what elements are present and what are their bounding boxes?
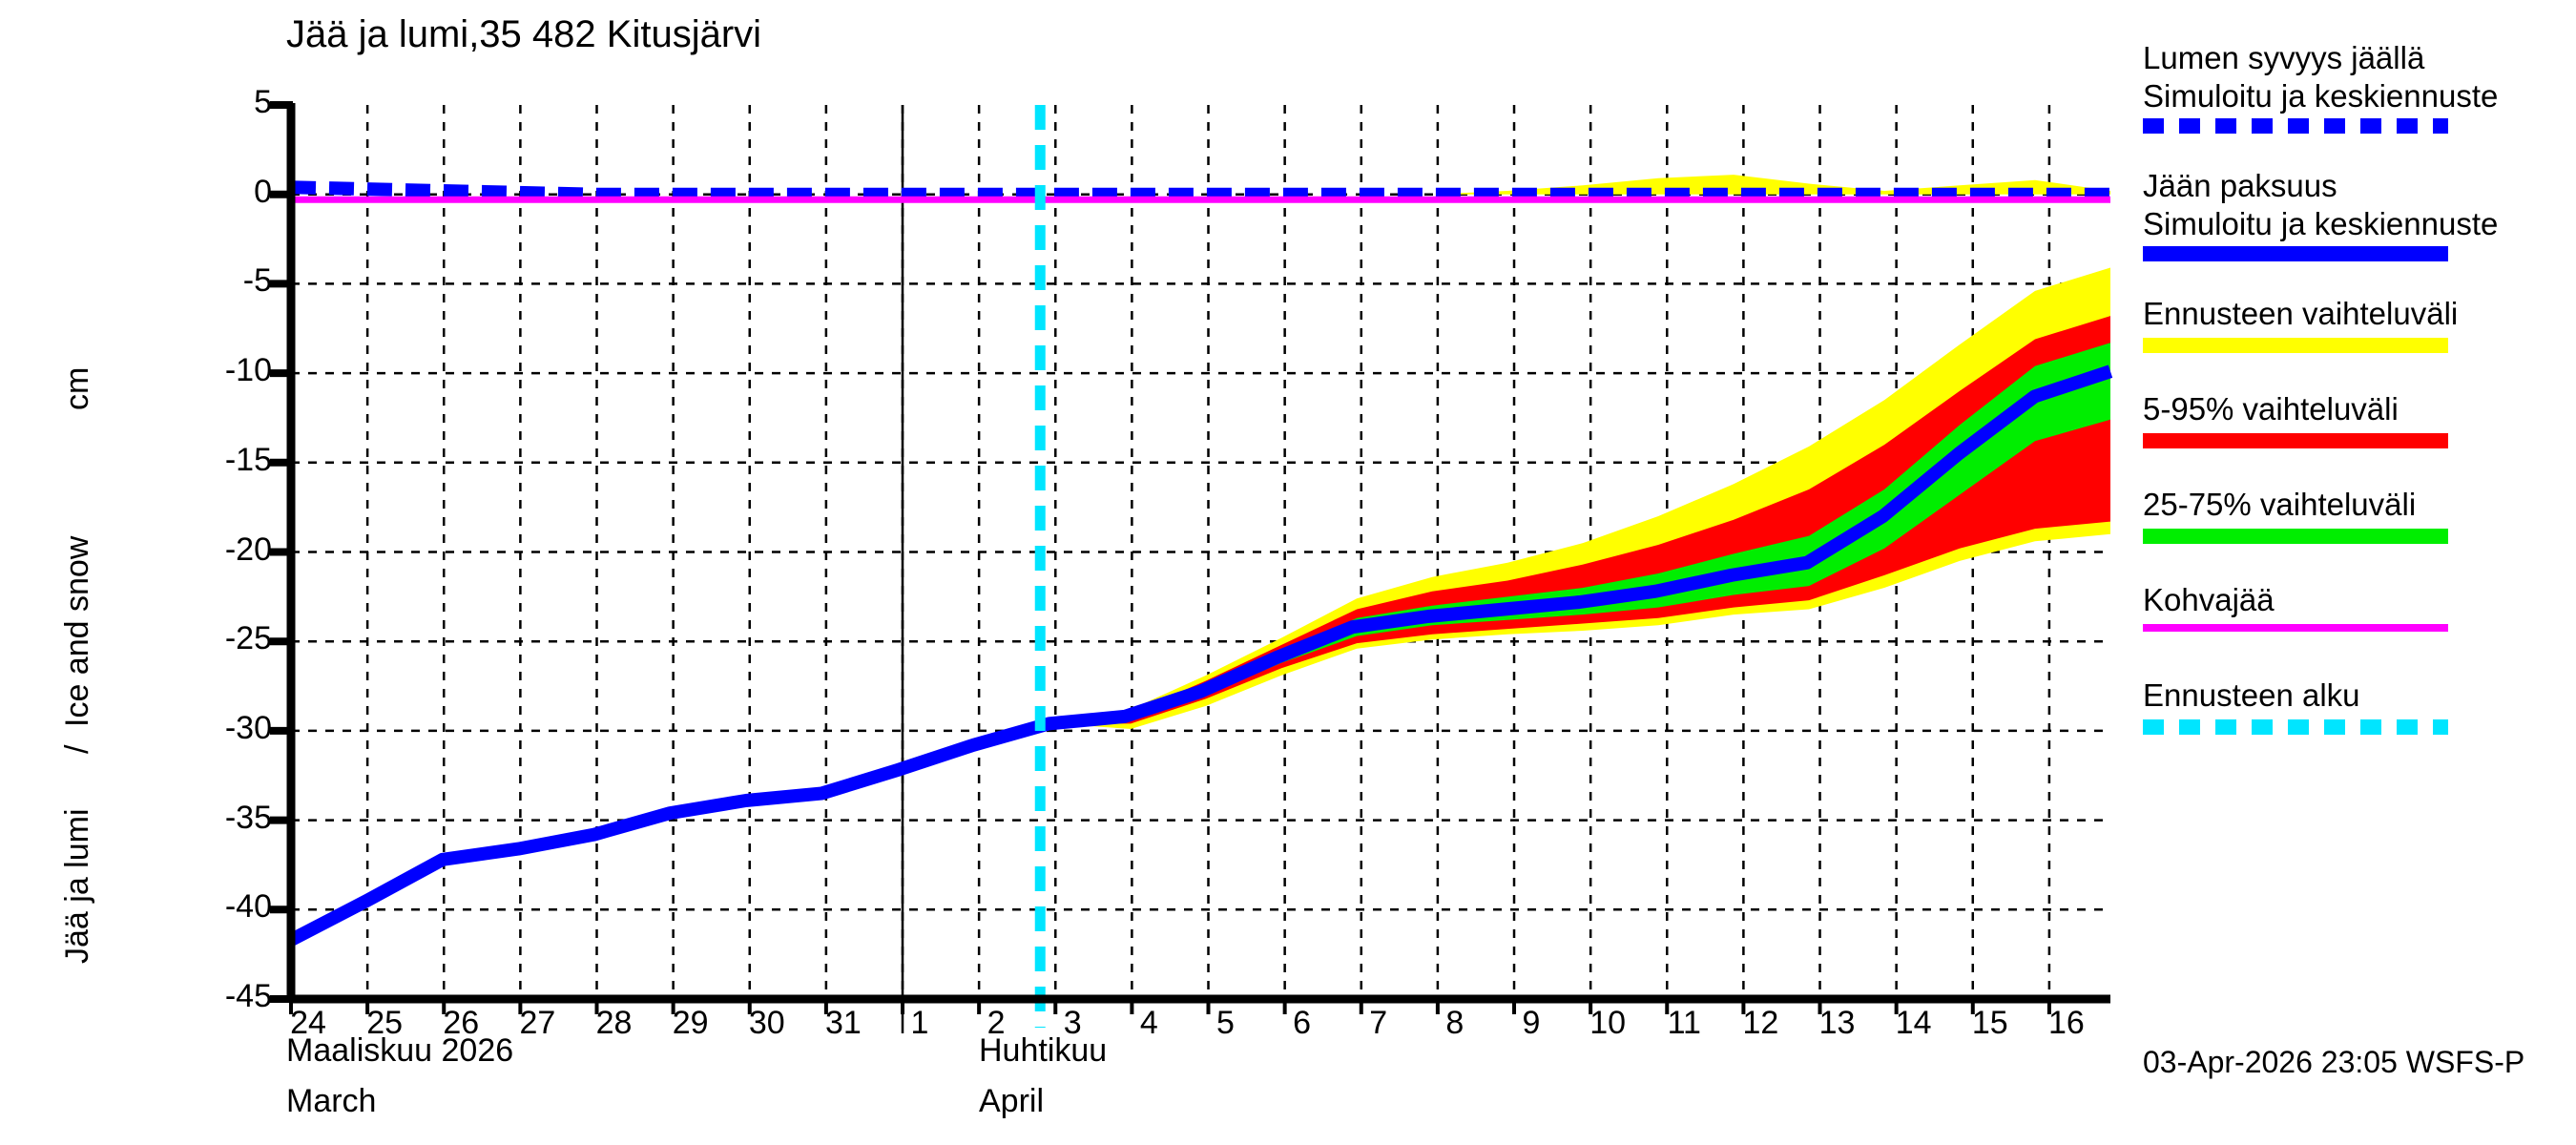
month-label-en-1: March [286,1083,377,1119]
legend-swatch-snow-depth-on-ice [2143,118,2448,134]
legend-title-range-25-75: 25-75% vaihteluväli [2143,487,2417,522]
legend-title-snow-depth-on-ice: Lumen syvyys jäällä [2143,40,2425,75]
x-tick-label: 9 [1522,1005,1541,1041]
series-line [287,364,2113,947]
legend-title-slush-ice: Kohvajää [2143,582,2275,617]
chart-title: Jää ja lumi,35 482 Kitusjärvi [286,13,762,55]
x-tick-label: 26 [443,1005,480,1041]
y-tick-label: -45 [224,978,272,1014]
legend-swatch-ice-thickness [2143,246,2448,261]
legend-swatch-forecast-range [2143,338,2448,353]
x-tick-label: 28 [595,1005,633,1041]
uncertainty-band [1055,343,2110,724]
y-tick-label: -15 [224,441,272,478]
month-label-en-2: April [979,1083,1045,1119]
x-tick-label: 13 [1818,1005,1856,1041]
x-tick-label: 8 [1445,1005,1465,1041]
legend-swatch-slush-ice [2143,624,2448,632]
x-tick-label: 10 [1589,1005,1627,1041]
x-tick-label: 29 [672,1005,709,1041]
y-tick-label: -40 [224,888,272,926]
legend-subtitle-ice-thickness: Simuloitu ja keskiennuste [2143,206,2499,241]
y-tick-label: -35 [224,799,272,836]
legend-title-forecast-start: Ennusteen alku [2143,677,2360,713]
y-tick-label: 0 [254,173,272,210]
x-tick-label: 3 [1063,1005,1082,1041]
x-tick-label: 30 [748,1005,785,1041]
legend-subtitle-snow-depth-on-ice: Simuloitu ja keskiennuste [2143,78,2499,114]
legend-title-ice-thickness: Jään paksuus [2143,168,2337,203]
x-tick-label: 7 [1369,1005,1388,1041]
month-label-fi-2: Huhtikuu [979,1032,1108,1069]
legend-swatch-range-5-95 [2143,433,2448,448]
y-tick-label: -30 [224,709,272,746]
x-tick-label: 2 [987,1005,1006,1041]
y-tick-label: -20 [224,531,272,568]
y-tick-label: -25 [224,620,272,657]
uncertainty-band [1055,175,2110,195]
legend-swatch-range-25-75 [2143,529,2448,544]
x-tick-label: 4 [1139,1005,1158,1041]
x-tick-label: 15 [1971,1005,2008,1041]
x-tick-label: 1 [910,1005,929,1041]
x-tick-label: 16 [2047,1005,2085,1041]
x-tick-label: 27 [519,1005,556,1041]
legend-title-range-5-95: 5-95% vaihteluväli [2143,391,2399,427]
x-tick-label: 25 [366,1005,404,1041]
x-tick-label: 24 [290,1005,326,1041]
x-tick-label: 12 [1742,1005,1779,1041]
footer-timestamp: 03-Apr-2026 23:05 WSFS-P [2143,1045,2525,1079]
y-tick-label: -10 [224,352,272,389]
x-tick-label: 11 [1667,1005,1701,1041]
x-tick-label: 31 [824,1005,862,1041]
x-tick-label: 6 [1293,1005,1312,1041]
y-tick-label: 5 [254,84,272,120]
series-line [290,180,2110,201]
legend-swatch-forecast-start [2143,719,2448,735]
legend-title-forecast-range: Ennusteen vaihteluväli [2143,296,2459,331]
month-label-fi-1: Maaliskuu 2026 [286,1032,514,1069]
x-tick-label: 5 [1216,1005,1235,1041]
y-tick-label: -5 [242,262,272,300]
x-tick-label: 14 [1895,1005,1932,1041]
